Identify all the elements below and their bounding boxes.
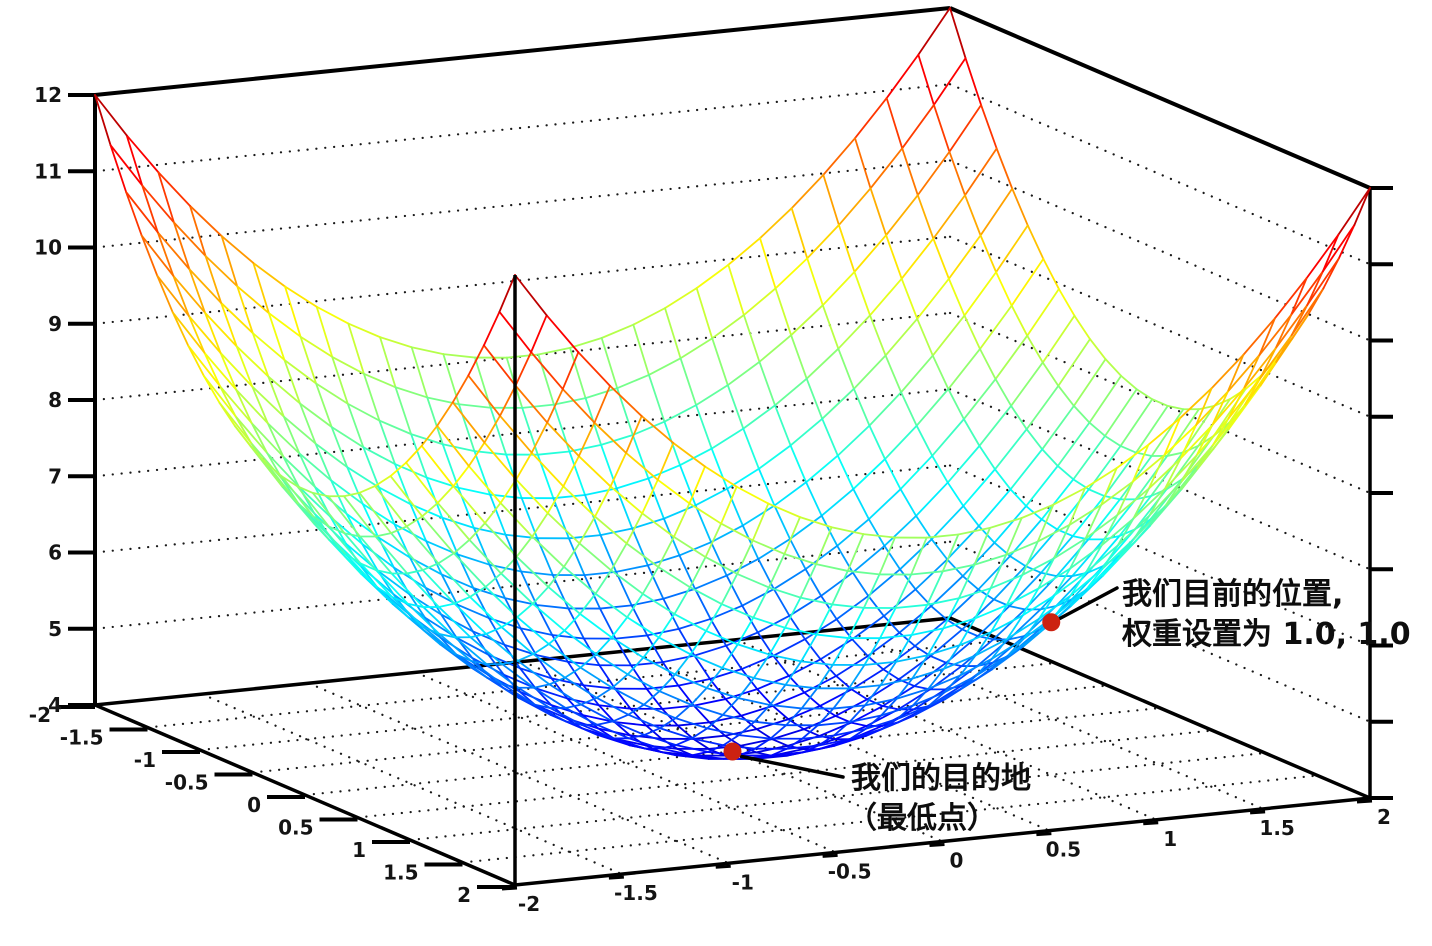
tick-label: 8	[48, 388, 62, 412]
annotation-current-position-line1: 我们目前的位置,	[1122, 577, 1343, 612]
tick-label: -0.5	[828, 859, 872, 883]
tick-label: 11	[34, 159, 62, 183]
tick-label: -0.5	[165, 771, 209, 795]
tick-label: -1	[732, 870, 754, 894]
floor-gridlines	[146, 627, 1319, 876]
tick-label: 1	[1163, 827, 1177, 851]
tick-label: -2	[518, 892, 540, 916]
annotation-leader-lines	[739, 586, 1119, 779]
annotation-destination-line1: 我们的目的地	[851, 761, 1031, 796]
tick-label: 7	[48, 464, 62, 488]
tick-label: 0.5	[1046, 838, 1081, 862]
data-point-markers	[723, 613, 1061, 761]
tick-label: 9	[48, 312, 62, 336]
tick-label: 0	[950, 849, 964, 873]
wall-gridlines	[93, 83, 1372, 723]
tick-label: 2	[457, 883, 471, 907]
tick-label: -2	[29, 703, 51, 727]
tick-label: 0	[247, 793, 261, 817]
tick-label: -1.5	[60, 726, 104, 750]
tick-label: 2	[1377, 805, 1391, 829]
tick-label: -1	[134, 748, 156, 772]
tick-label: 1.5	[383, 861, 418, 885]
tick-label: 0.5	[278, 816, 313, 840]
marker-current-position	[1042, 613, 1061, 632]
tick-label: -1.5	[614, 881, 658, 905]
tick-label: 5	[48, 617, 62, 641]
wireframe-surface	[94, 7, 1371, 760]
tick-label: 6	[48, 541, 62, 565]
tick-label: 10	[34, 236, 62, 260]
tick-label: 12	[34, 83, 62, 107]
tick-label: 1	[352, 838, 366, 862]
tick-label: 4	[48, 693, 62, 717]
annotation-destination-line2: （最低点）	[847, 801, 997, 836]
tick-label: 1.5	[1259, 816, 1294, 840]
annotation-current-position-line2: 权重设置为 1.0, 1.0	[1121, 617, 1411, 652]
axis-ticks	[57, 93, 1393, 891]
marker-destination	[723, 742, 742, 761]
